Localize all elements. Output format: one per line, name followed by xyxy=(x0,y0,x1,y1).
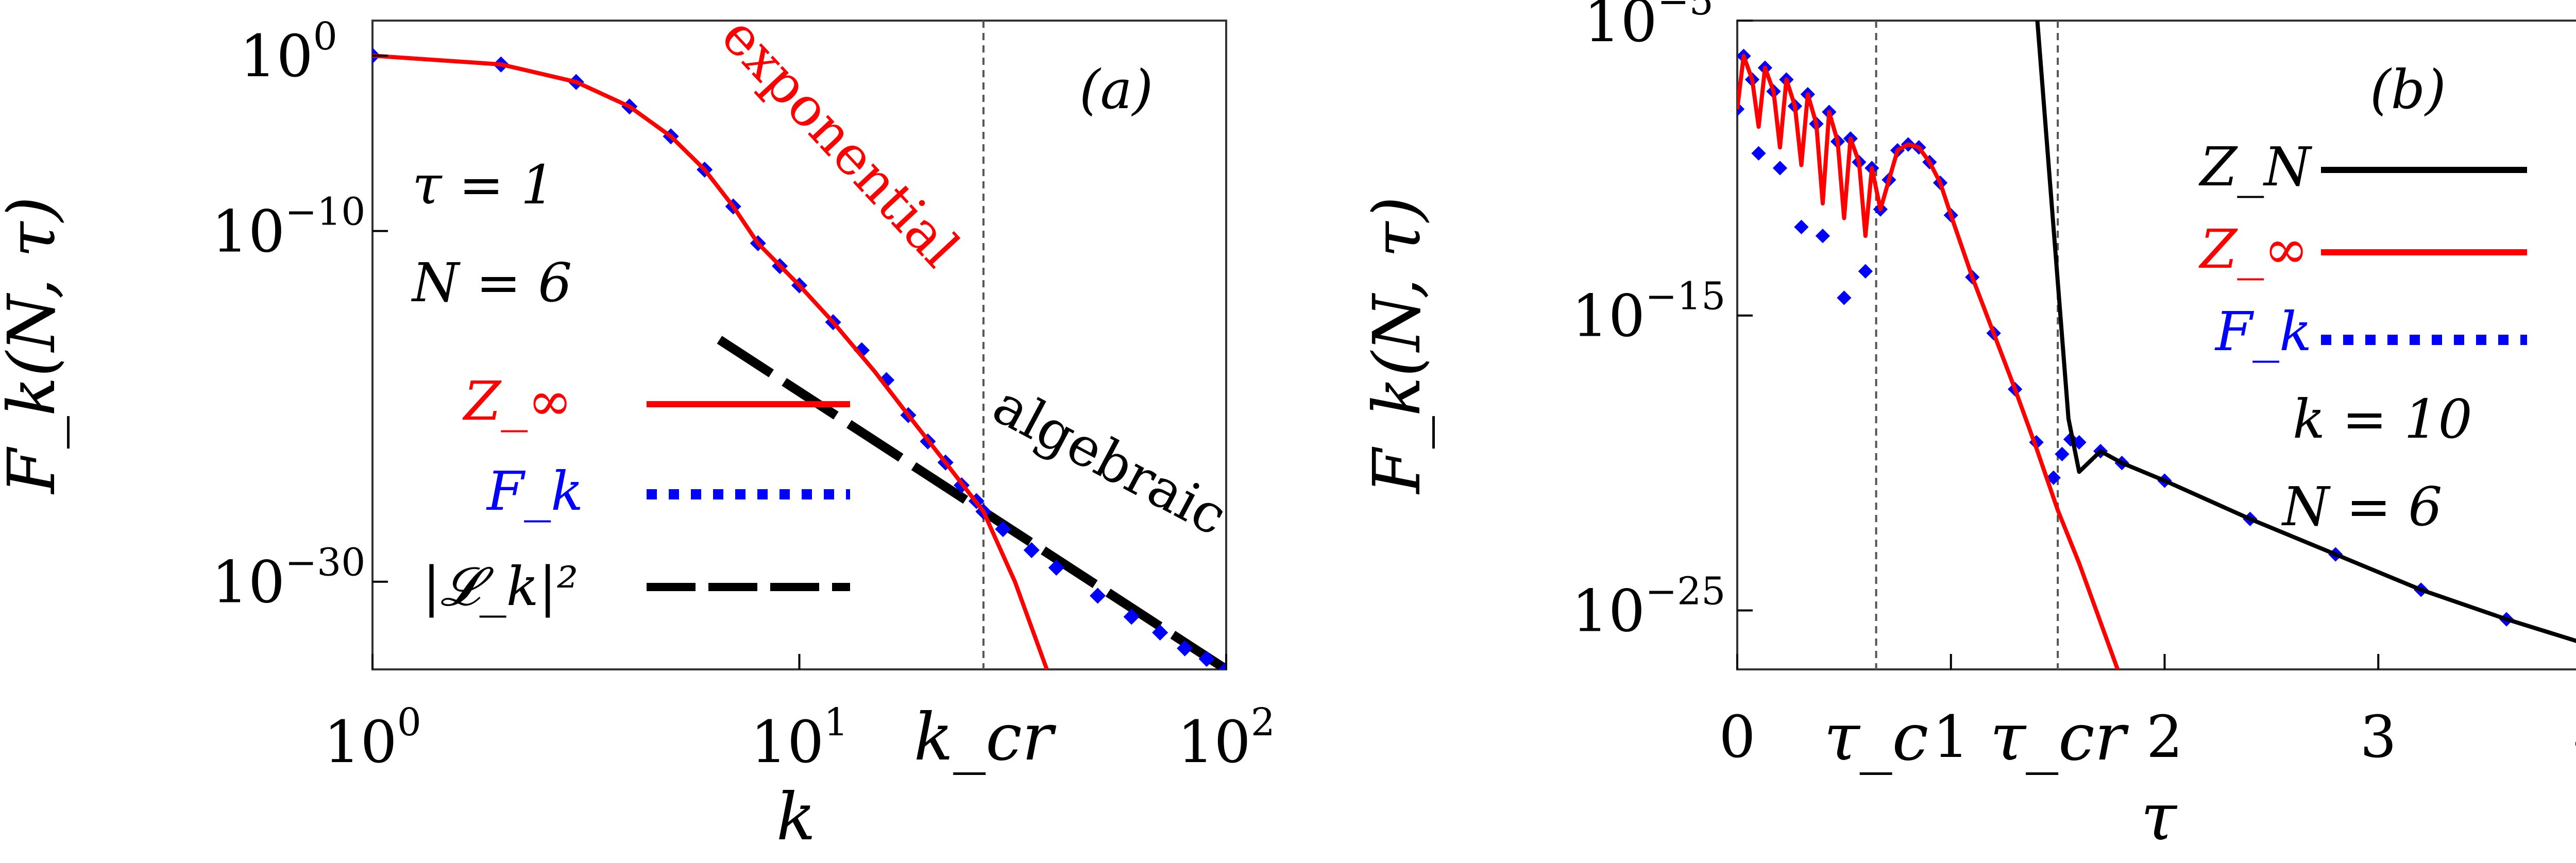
panel-a-y-axis-label: F_k(N, τ) xyxy=(0,196,70,494)
series-a-fk-point xyxy=(1090,588,1106,604)
panel-a-y-tick-label: 10−30 xyxy=(212,541,366,616)
legend-a-fk-label: F_k xyxy=(486,460,583,523)
panel-a-param-n: N = 6 xyxy=(411,251,572,314)
panel-a-label: (a) xyxy=(1079,58,1153,121)
panel-b-label: (b) xyxy=(2370,58,2446,121)
panel-b-tau-cr-label: τ_cr xyxy=(1990,699,2129,775)
series-b-zn-line xyxy=(2035,21,2576,643)
series-b-fk-point xyxy=(2055,446,2070,462)
panel-b-param-n: N = 6 xyxy=(2281,475,2442,538)
panel-a-x-tick-label: 102 xyxy=(1177,700,1275,776)
panel-b-y-tick-label: 10−15 xyxy=(1572,274,1726,350)
panel-b-param-k: k = 10 xyxy=(2293,388,2472,451)
series-a-fk-point xyxy=(1023,542,1040,558)
panel-b-x-tick-label: 4 xyxy=(2573,704,2576,771)
panel-b-y-tick-label: 10−25 xyxy=(1572,569,1726,645)
annotation-exponential: exponential xyxy=(709,5,972,279)
series-a-fk-point xyxy=(1177,640,1193,657)
series-b-fk-point xyxy=(1772,161,1788,176)
panel-b-y-axis-label: F_k(N, τ) xyxy=(1359,196,1435,494)
panel-a-x-tick-label: 101 xyxy=(751,700,849,776)
series-b-fk-point xyxy=(1737,101,1745,116)
series-b-fk-point xyxy=(1751,146,1766,161)
series-b-fk-point xyxy=(1815,228,1831,244)
panel-b-x-tick-label: 0 xyxy=(1719,704,1755,771)
legend-a-z-inf-label: Z_∞ xyxy=(462,370,572,433)
legend-b-fk-label: F_k xyxy=(2214,300,2312,363)
panel-a-kcr-label: k_cr xyxy=(914,699,1057,775)
series-a-fk-point xyxy=(1198,651,1215,667)
series-a-fk-point xyxy=(995,521,1011,538)
panel-a-x-tick-label: 100 xyxy=(324,700,421,776)
series-a-z-inf-line xyxy=(372,54,1049,669)
panel-b-tau-c-label: τ_c xyxy=(1824,699,1928,775)
panel-b-frame xyxy=(1736,20,2576,670)
panel-a-y-tick-label: 100 xyxy=(240,14,337,90)
series-b-z-inf-line xyxy=(1737,54,2120,669)
panel-b-x-axis-label: τ xyxy=(2141,779,2178,855)
panel-b-x-tick-label: 2 xyxy=(2146,704,2183,771)
series-a-fk-point xyxy=(1123,609,1140,625)
annotation-algebraic: algebraic xyxy=(983,373,1237,547)
panel-b: 0 1 2 3 4 10−5 10−15 10−25 (b) Z_N Z_∞ F_k k = … xyxy=(1359,0,2576,855)
panel-b-x-tick-label: 1 xyxy=(1933,704,1969,771)
series-b-fk-point xyxy=(1837,290,1852,305)
legend-b-zn-label: Z_N xyxy=(2198,135,2312,198)
panel-a-param-tau: τ = 1 xyxy=(412,153,555,216)
series-a-lk-line xyxy=(717,336,1226,669)
panel-a-x-axis-label: k xyxy=(776,779,816,855)
panel-a: 100 101 102 100 10−10 10−30 (a) τ = 1 N = 6 e… xyxy=(0,5,1275,855)
panel-a-y-tick-label: 10−10 xyxy=(212,190,366,266)
series-b-fk-point xyxy=(1794,219,1809,235)
series-a-fk-point xyxy=(1218,661,1226,669)
legend-b-z-inf-label: Z_∞ xyxy=(2198,218,2309,281)
series-a-fk-point xyxy=(1152,624,1168,641)
legend-a-lk-label: |𝓛_k|² xyxy=(422,555,578,618)
panel-b-y-tick-label: 10−5 xyxy=(1584,0,1714,55)
panel-b-x-tick-label: 3 xyxy=(2360,704,2397,771)
series-b-fk-point xyxy=(1858,264,1873,279)
